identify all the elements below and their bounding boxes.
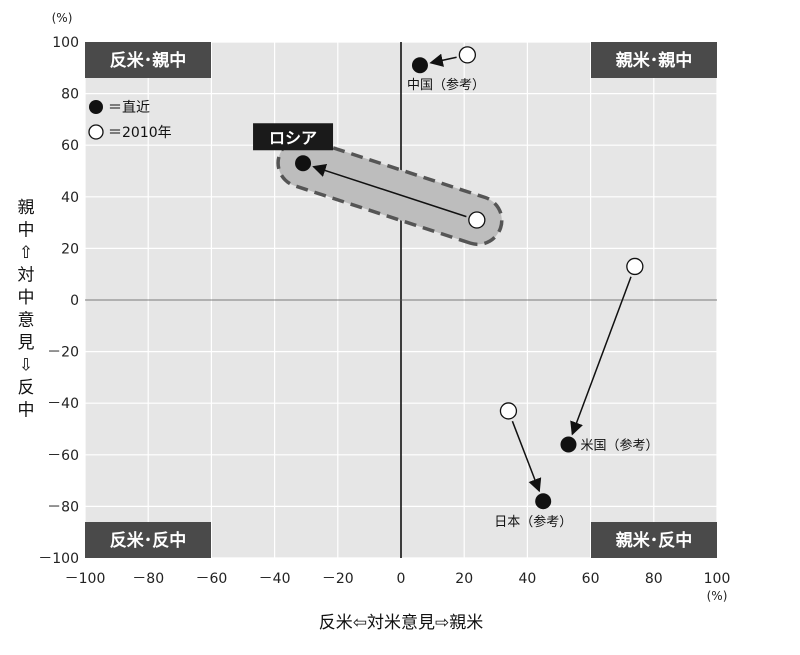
x-unit: (%) bbox=[707, 589, 728, 603]
x-tick-label: 20 bbox=[455, 571, 473, 587]
x-tick-label: 0 bbox=[397, 571, 406, 587]
y-tick-label: －60 bbox=[47, 448, 79, 464]
point-2010 bbox=[458, 46, 477, 64]
x-tick-label: －80 bbox=[132, 571, 164, 587]
y-axis-title-char: ⇧ bbox=[19, 243, 33, 263]
y-tick-labels: 100 80 60 40 20 0 －20 －40 －60 －80 －100 bbox=[38, 35, 79, 567]
legend-marker-2010 bbox=[88, 124, 104, 140]
zero-lines bbox=[85, 42, 717, 558]
legend-label-recent: ＝直近 bbox=[108, 99, 150, 116]
point-recent bbox=[535, 493, 552, 510]
x-tick-label: －100 bbox=[65, 571, 106, 587]
y-axis-title-char: 中 bbox=[18, 221, 35, 241]
x-tick-label: 80 bbox=[645, 571, 663, 587]
y-axis-title-char: 対 bbox=[18, 266, 35, 286]
highlight-label-bg bbox=[253, 123, 334, 151]
y-unit: (%) bbox=[52, 11, 73, 25]
x-tick-label: －20 bbox=[322, 571, 354, 587]
y-tick-label: 80 bbox=[61, 87, 79, 103]
point-label: 日本（参考） bbox=[494, 514, 572, 530]
quadrant-label-bg-top-left bbox=[85, 42, 211, 78]
quadrant-label-bg-bottom-left bbox=[85, 522, 211, 558]
y-axis-title-char: 反 bbox=[18, 378, 35, 398]
quadrant-label-bottom-right: 親米･反中 bbox=[616, 530, 693, 551]
change-arrow bbox=[429, 53, 457, 67]
y-tick-label: 60 bbox=[61, 138, 79, 154]
y-axis-title-char: 親 bbox=[18, 198, 35, 218]
y-tick-label: 20 bbox=[61, 241, 79, 257]
legend-label-2010: ＝2010年 bbox=[108, 125, 172, 141]
point-2010 bbox=[626, 257, 644, 276]
point-recent bbox=[560, 436, 577, 453]
point-labels: 中国（参考） 米国（参考） 日本（参考） bbox=[407, 77, 659, 530]
y-tick-label: 40 bbox=[61, 190, 79, 206]
point-recent bbox=[411, 57, 428, 74]
y-axis-title-char: 意 bbox=[18, 311, 35, 331]
x-tick-label: 40 bbox=[518, 571, 536, 587]
quadrant-label-top-left: 反米･親中 bbox=[110, 50, 187, 71]
point-label: 中国（参考） bbox=[407, 77, 485, 93]
legend: ＝直近 ＝2010年 bbox=[88, 99, 172, 141]
y-tick-label: －80 bbox=[47, 499, 79, 515]
y-axis-title-char: ⇩ bbox=[19, 356, 33, 376]
highlight-label: ロシア bbox=[269, 128, 317, 147]
quadrant-label-bg-bottom-right bbox=[591, 522, 717, 558]
change-arrow bbox=[511, 420, 542, 493]
point-2010 bbox=[468, 211, 486, 229]
x-tick-label: －40 bbox=[259, 571, 291, 587]
y-axis-title-char: 中 bbox=[18, 401, 35, 421]
y-axis-title-char: 中 bbox=[18, 288, 35, 308]
change-arrow bbox=[570, 276, 632, 436]
y-axis-title-char: 見 bbox=[18, 333, 35, 353]
quadrant-labels: 反米･親中 親米･親中 反米･反中 親米･反中 bbox=[85, 42, 717, 558]
x-tick-labels: －100 －80 －60 －40 －20 0 20 40 60 80 100 bbox=[65, 571, 731, 587]
quadrant-label-top-right: 親米･親中 bbox=[616, 50, 693, 71]
point-label: 米国（参考） bbox=[580, 437, 658, 453]
y-tick-label: 0 bbox=[70, 293, 79, 309]
x-axis-title: 反米⇦対米意見⇨親米 bbox=[319, 613, 484, 633]
x-tick-label: －60 bbox=[195, 571, 227, 587]
quadrant-label-bottom-left: 反米･反中 bbox=[110, 530, 187, 551]
x-tick-label: 100 bbox=[704, 571, 731, 587]
x-tick-label: 60 bbox=[582, 571, 600, 587]
y-tick-label: －20 bbox=[47, 345, 79, 361]
legend-marker-recent bbox=[89, 100, 103, 114]
y-tick-label: －40 bbox=[47, 396, 79, 412]
y-tick-label: 100 bbox=[52, 35, 79, 51]
quadrant-label-bg-top-right bbox=[591, 42, 717, 78]
arrows bbox=[312, 53, 632, 493]
point-recent bbox=[295, 155, 312, 172]
change-arrow bbox=[312, 164, 467, 218]
points bbox=[295, 46, 644, 510]
y-tick-label: －100 bbox=[38, 551, 79, 567]
point-2010 bbox=[499, 402, 518, 420]
